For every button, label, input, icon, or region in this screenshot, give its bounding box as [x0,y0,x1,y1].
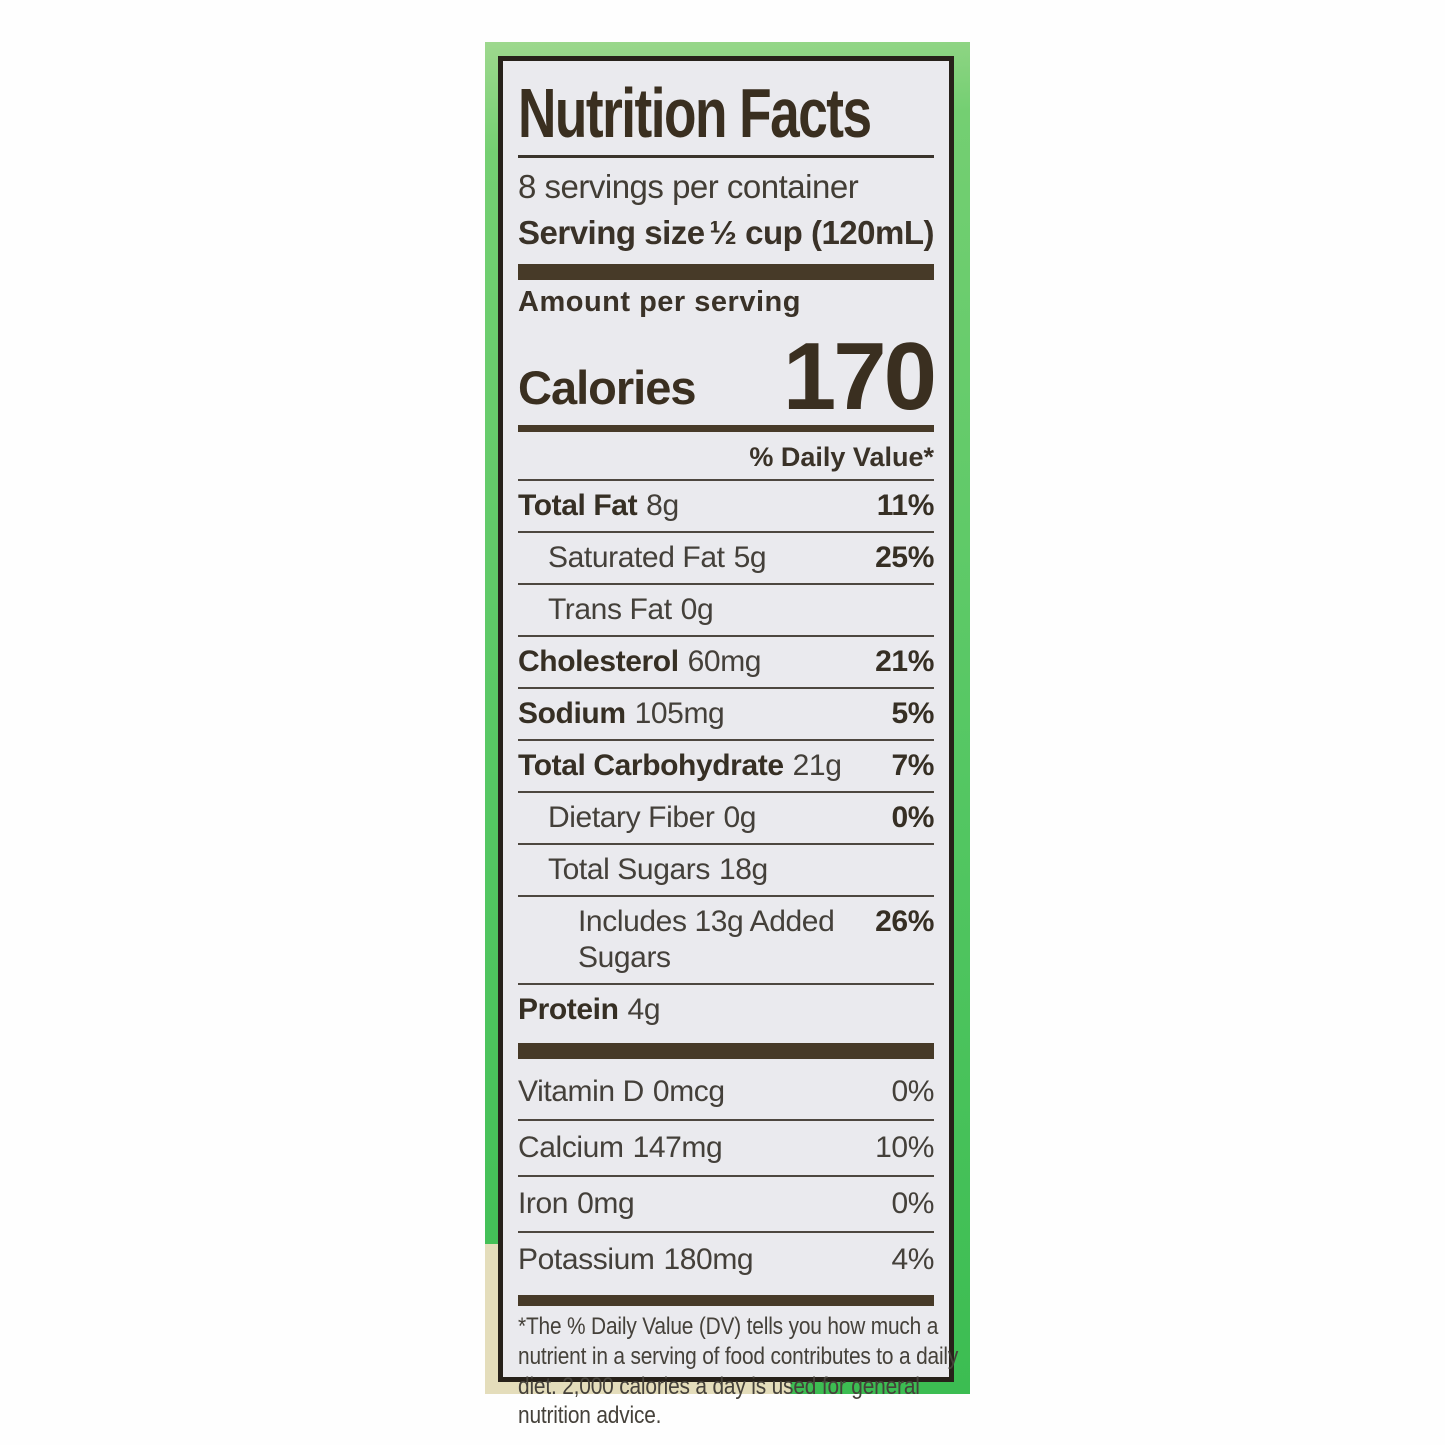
vitamin-name: Vitamin D [518,1075,644,1108]
thick-divider-middle [518,1043,934,1059]
servings-per-container-text: 8 servings per container [518,168,859,205]
row-vitamin-d: Vitamin D 0mcg 0% [518,1065,934,1119]
thick-divider-bottom [518,1295,934,1306]
nutrient-amount: 21g [792,749,842,782]
vitamin-dv: 4% [891,1243,934,1276]
nutrient-name-amount: Sodium 105mg [518,696,725,732]
row-potassium: Potassium 180mg 4% [518,1231,934,1287]
nutrient-dv: 0% [891,801,934,834]
row-protein: Protein 4g [518,983,934,1035]
nutrient-name-amount: Includes 13g Added Sugars [518,904,875,976]
vitamin-amount: 180mg [663,1243,754,1276]
serving-size-value: ½ cup (120mL) [709,214,934,251]
nutrient-name-amount: Saturated Fat 5g [518,540,767,576]
row-saturated-fat: Saturated Fat 5g 25% [518,531,934,583]
row-calcium: Calcium 147mg 10% [518,1119,934,1175]
nutrient-name: Trans Fat [548,593,672,626]
vitamin-amount: 0mg [577,1187,635,1220]
row-sodium: Sodium 105mg 5% [518,687,934,739]
nutrient-name-amount: Total Fat 8g [518,488,679,524]
vitamin-dv: 0% [891,1075,934,1108]
vitamin-name-amount: Potassium 180mg [518,1242,754,1278]
nutrient-name-amount: Dietary Fiber 0g [518,800,756,836]
nutrient-name: Includes 13g Added Sugars [578,905,835,974]
nutrient-amount: 4g [627,993,661,1026]
nutrient-name: Sodium [518,697,626,730]
nutrient-amount: 18g [718,853,768,886]
row-cholesterol: Cholesterol 60mg 21% [518,635,934,687]
nutrient-amount: 8g [646,489,679,522]
nutrient-dv: 5% [891,697,934,730]
nutrient-name: Cholesterol [518,645,679,678]
nutrient-amount: 60mg [687,645,762,678]
nutrient-amount: 0g [723,801,757,834]
nutrient-name-amount: Total Carbohydrate 21g [518,748,842,784]
nutrition-facts-title: Nutrition Facts [518,74,872,152]
nutrient-name: Total Carbohydrate [518,749,784,782]
vitamin-dv: 0% [891,1187,934,1220]
nutrient-amount: 0g [680,593,714,626]
nutrient-dv: 11% [876,489,935,522]
vitamin-amount: 147mg [632,1131,723,1164]
nutrition-facts-label: Nutrition Facts 8 servings per container… [498,56,958,1429]
nutrient-dv: 26% [875,905,934,938]
row-total-sugars: Total Sugars 18g [518,843,934,895]
row-total-carbohydrate: Total Carbohydrate 21g 7% [518,739,934,791]
package-edge: Nutrition Facts 8 servings per container… [485,42,970,1429]
nutrient-name-amount: Trans Fat 0g [518,592,714,628]
footnote-text: *The % Daily Value (DV) tells you how mu… [518,1313,959,1430]
row-dietary-fiber: Dietary Fiber 0g 0% [518,791,934,843]
vitamin-name-amount: Calcium 147mg [518,1130,723,1166]
nutrient-dv: 25% [875,541,934,574]
title-divider [518,155,934,158]
vitamin-name-amount: Iron 0mg [518,1186,635,1222]
calories-value: 170 [782,322,937,430]
vitamin-name: Iron [518,1187,569,1220]
vitamin-amount: 0mcg [652,1075,725,1108]
vitamin-dv: 10% [875,1131,934,1164]
row-added-sugars: Includes 13g Added Sugars 26% [518,895,934,983]
daily-value-header: % Daily Value* [749,442,934,472]
thick-divider-top [518,264,934,280]
vitamin-name-amount: Vitamin D 0mcg [518,1074,725,1110]
serving-size-row: Serving size ½ cup (120mL) [518,210,934,256]
calories-row: Calories 170 [518,319,937,430]
amount-per-serving-label: Amount per serving [518,286,801,318]
nutrient-name-amount: Cholesterol 60mg [518,644,761,680]
nutrient-name: Dietary Fiber [548,801,715,834]
nutrient-amount: 5g [733,541,767,574]
nutrient-name: Protein [518,993,619,1026]
nutrient-amount: 105mg [634,697,725,730]
nutrient-name: Saturated Fat [548,541,725,574]
calories-divider [518,425,934,432]
nutrient-name: Total Sugars [548,853,710,886]
nutrient-dv: 7% [891,749,934,782]
calories-label: Calories [518,361,696,414]
vitamin-name: Potassium [518,1243,655,1276]
vitamin-name: Calcium [518,1131,624,1164]
nutrient-name-amount: Total Sugars 18g [518,852,768,888]
serving-size-label: Serving size [518,214,705,251]
row-trans-fat: Trans Fat 0g [518,583,934,635]
nutrient-name-amount: Protein 4g [518,992,661,1028]
row-total-fat: Total Fat 8g 11% [518,479,934,531]
row-iron: Iron 0mg 0% [518,1175,934,1231]
nutrient-dv: 21% [875,645,934,678]
nutrient-name: Total Fat [518,489,638,522]
